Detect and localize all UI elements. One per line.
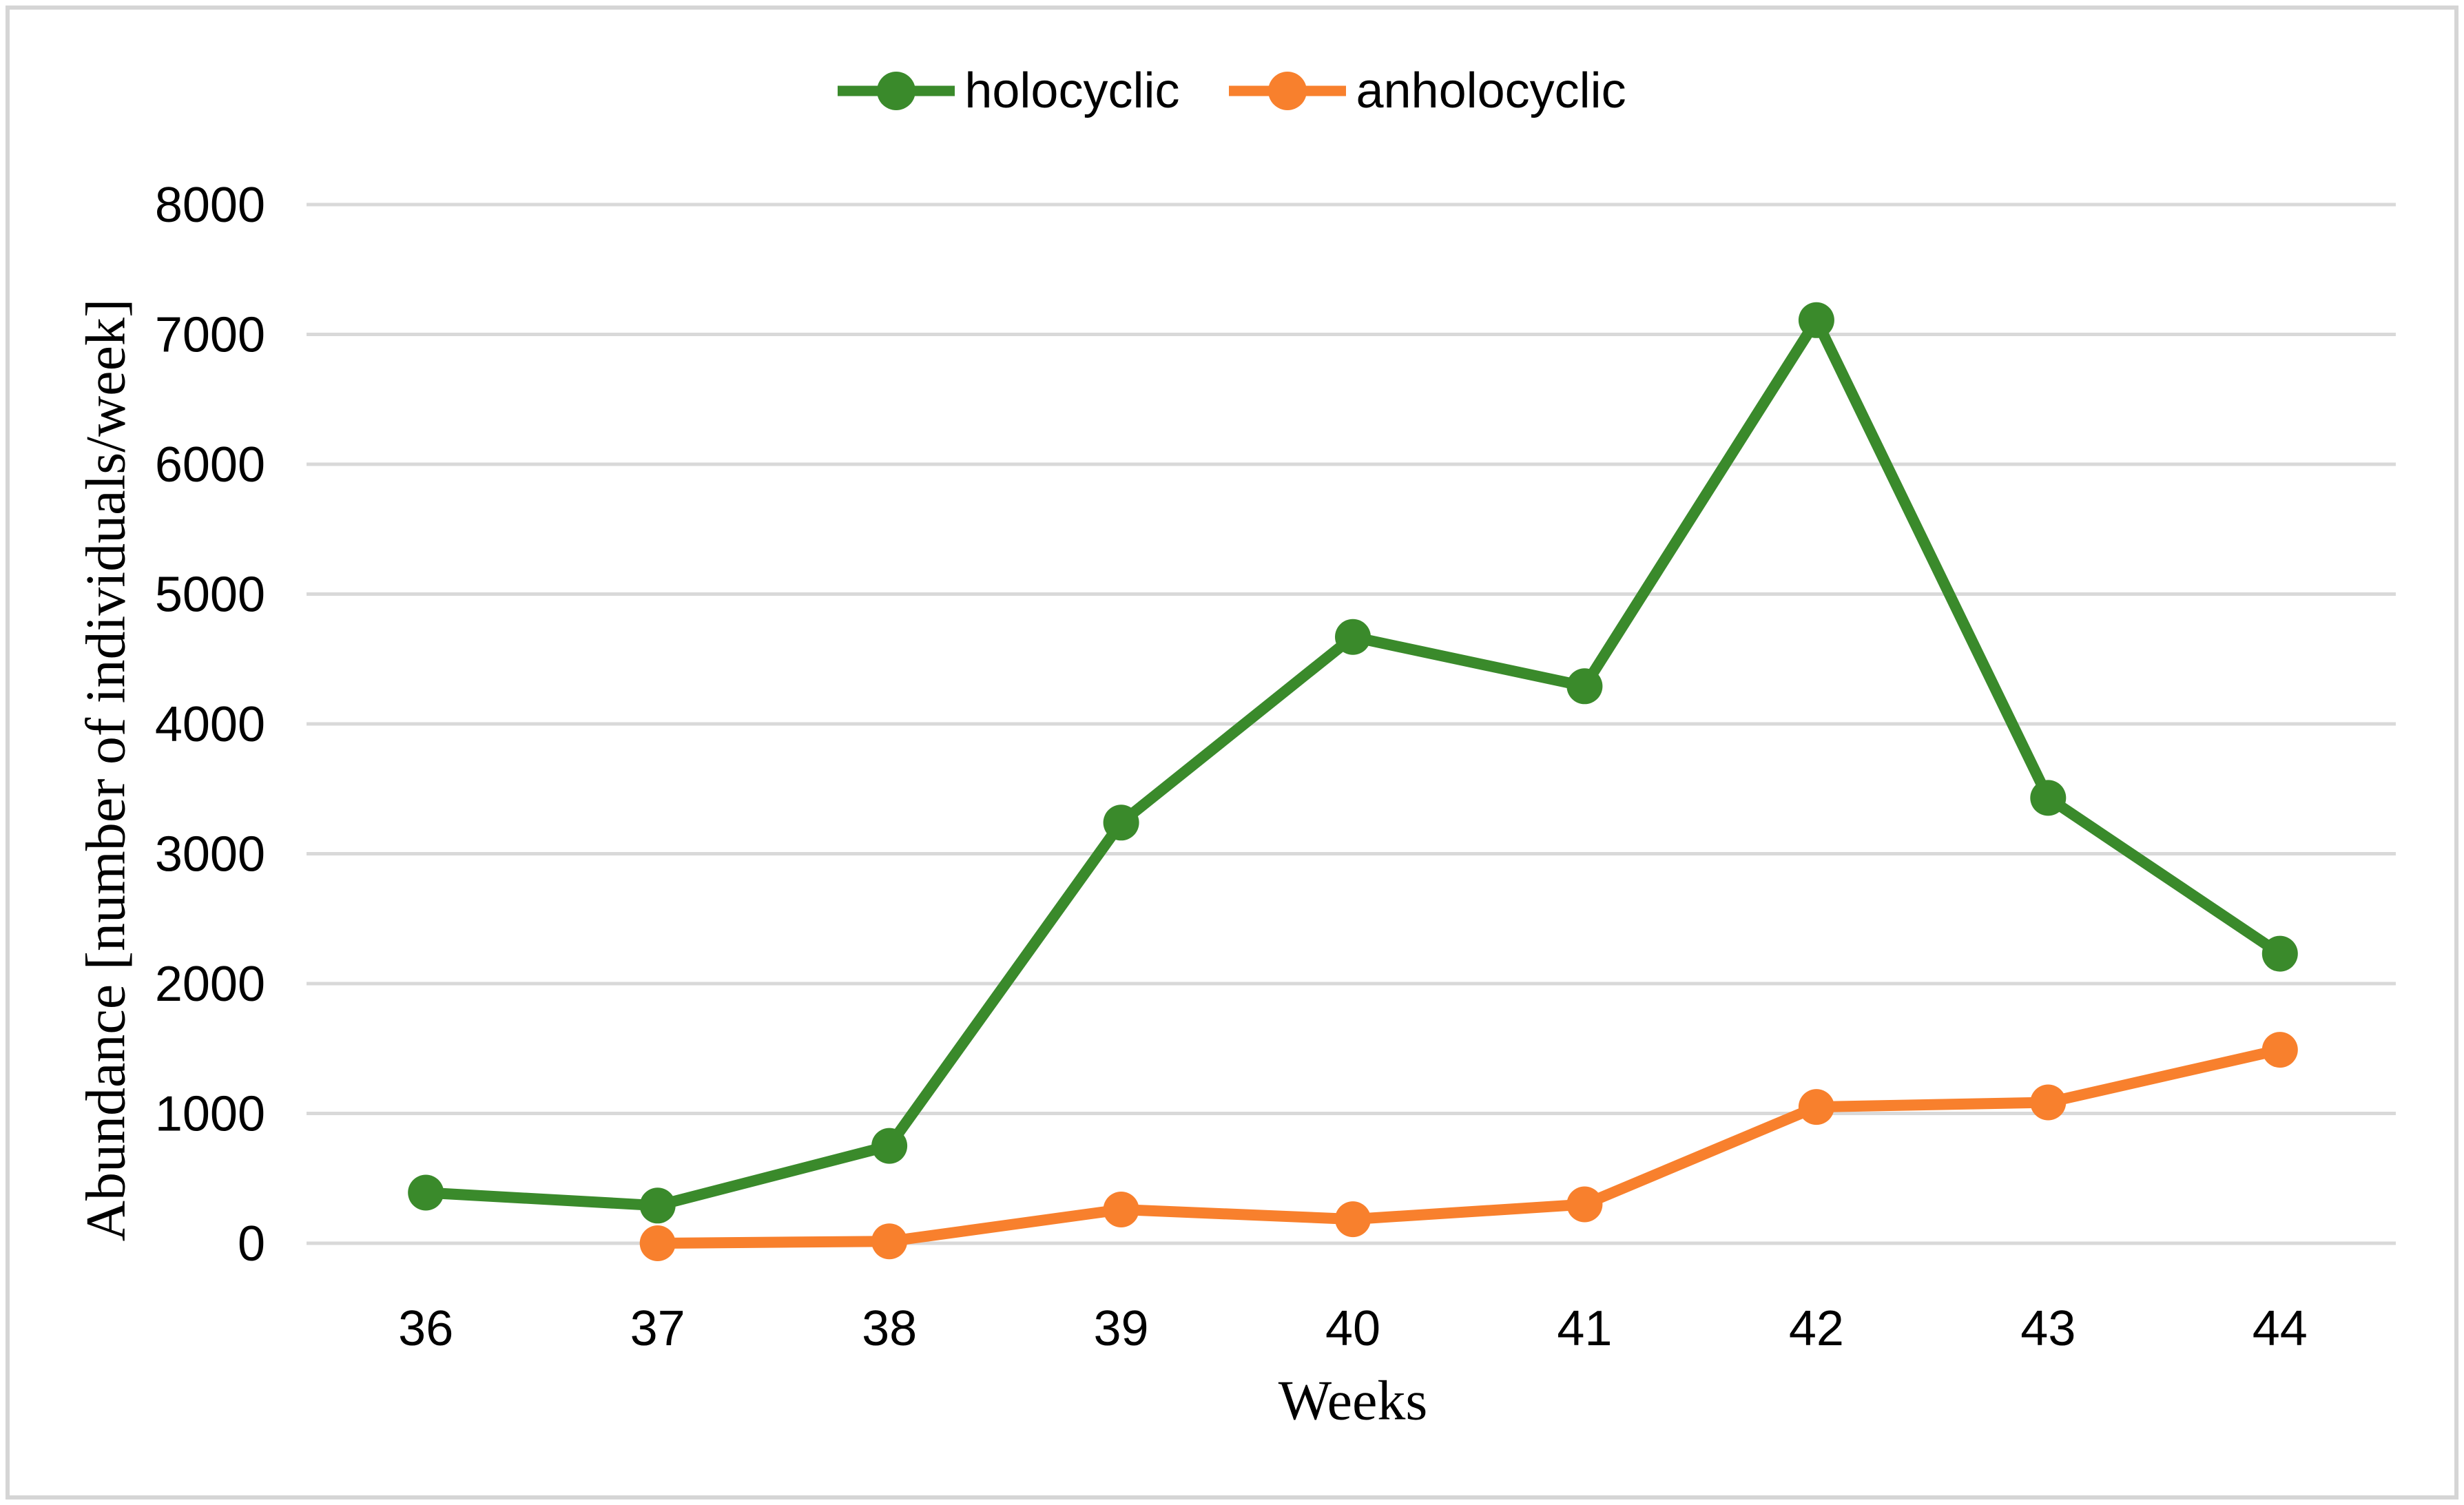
x-axis-tick-label: 37 <box>630 1301 685 1356</box>
data-point-holocyclic-40 <box>1335 619 1371 655</box>
y-axis-tick-label: 6000 <box>155 437 265 492</box>
data-point-anholocyclic-37 <box>639 1225 676 1261</box>
x-axis-tick-label: 36 <box>398 1301 453 1356</box>
data-point-anholocyclic-41 <box>1566 1186 1603 1223</box>
data-point-anholocyclic-38 <box>871 1223 908 1260</box>
data-point-anholocyclic-40 <box>1335 1201 1371 1238</box>
series-line-holocyclic <box>420 314 2286 1212</box>
x-axis-tick-label: 44 <box>2253 1301 2308 1356</box>
data-point-anholocyclic-43 <box>2030 1084 2067 1121</box>
legend-item-anholocyclic: anholocyclic <box>1229 63 1626 118</box>
legend-label: holocyclic <box>964 63 1180 118</box>
x-axis-title: Weeks <box>1278 1369 1428 1432</box>
legend: holocyclic anholocyclic <box>0 63 2464 118</box>
legend-item-holocyclic: holocyclic <box>838 63 1179 118</box>
y-axis-tick-label: 7000 <box>155 308 265 363</box>
y-axis-tick-label: 5000 <box>155 568 265 623</box>
x-axis-tick-label: 39 <box>1094 1301 1149 1356</box>
data-point-holocyclic-43 <box>2030 780 2067 816</box>
data-point-holocyclic-41 <box>1566 668 1603 705</box>
series-line-anholocyclic <box>652 1044 2286 1249</box>
y-axis-tick-label: 0 <box>238 1216 265 1272</box>
y-axis-tick-label: 4000 <box>155 697 265 752</box>
x-axis-tick-label: 43 <box>2020 1301 2075 1356</box>
y-axis-tick-label: 3000 <box>155 827 265 882</box>
x-axis-tick-label: 38 <box>862 1301 917 1356</box>
legend-label: anholocyclic <box>1356 63 1626 118</box>
y-axis-title: Abundance [number of individuals/week] <box>74 299 137 1242</box>
data-point-holocyclic-44 <box>2261 935 2298 972</box>
data-point-anholocyclic-39 <box>1103 1192 1139 1227</box>
data-point-anholocyclic-44 <box>2261 1032 2298 1068</box>
y-axis-tick-label: 8000 <box>155 178 265 233</box>
x-axis-tick-label: 41 <box>1557 1301 1612 1356</box>
x-axis-tick-label: 40 <box>1325 1301 1380 1356</box>
data-point-holocyclic-38 <box>871 1128 908 1164</box>
data-point-holocyclic-42 <box>1798 302 1834 338</box>
x-axis-tick-label: 42 <box>1789 1301 1844 1356</box>
data-point-holocyclic-36 <box>408 1174 444 1211</box>
data-point-anholocyclic-42 <box>1798 1089 1834 1125</box>
data-point-holocyclic-39 <box>1103 805 1139 841</box>
legend-line-circle-icon <box>838 72 955 110</box>
legend-line-circle-icon <box>1229 72 1347 110</box>
y-axis-tick-label: 1000 <box>155 1087 265 1142</box>
y-axis-tick-label: 2000 <box>155 957 265 1012</box>
data-point-holocyclic-37 <box>639 1187 676 1224</box>
